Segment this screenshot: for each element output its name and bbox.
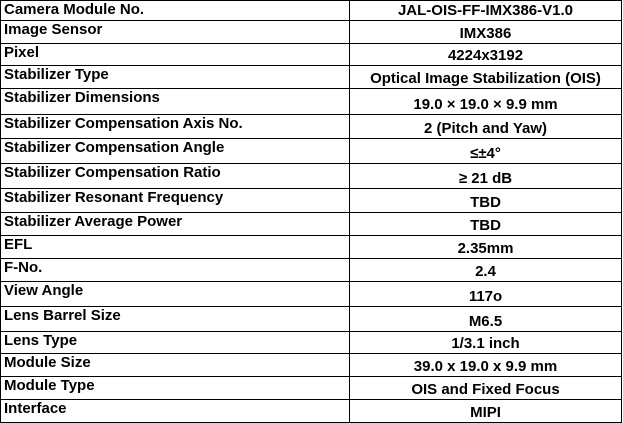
table-row: Module Type OIS and Fixed Focus [0,376,622,400]
table-row: Stabilizer Compensation Axis No. 2 (Pitch… [0,114,622,139]
spec-value: 117o [349,281,622,307]
table-row: View Angle 117o [0,281,622,307]
spec-label: Image Sensor [0,20,350,44]
spec-value: ≤±4° [349,138,622,164]
table-row: EFL 2.35mm [0,235,622,259]
spec-value: IMX386 [349,20,622,44]
spec-label: Stabilizer Dimensions [0,88,350,115]
spec-value: MIPI [349,399,622,423]
spec-label: Stabilizer Compensation Axis No. [0,114,350,139]
spec-label: Stabilizer Compensation Ratio [0,163,350,189]
table-row: Lens Barrel Size M6.5 [0,306,622,332]
spec-value: ≥ 21 dB [349,163,622,189]
spec-label: Pixel [0,43,350,66]
table-row: Image Sensor IMX386 [0,20,622,44]
spec-label: Lens Type [0,331,350,354]
table-row: Stabilizer Dimensions 19.0 × 19.0 × 9.9 m… [0,88,622,115]
spec-label: Module Type [0,376,350,400]
table-row: F-No. 2.4 [0,258,622,282]
spec-label: Lens Barrel Size [0,306,350,332]
table-row: Lens Type 1/3.1 inch [0,331,622,354]
spec-label: Stabilizer Type [0,65,350,89]
spec-value: 39.0 x 19.0 x 9.9 mm [349,353,622,377]
table-row: Module Size 39.0 x 19.0 x 9.9 mm [0,353,622,377]
spec-value: JAL-OIS-FF-IMX386-V1.0 [349,0,622,21]
spec-label: F-No. [0,258,350,282]
table-row: Camera Module No. JAL-OIS-FF-IMX386-V1.0 [0,0,622,21]
spec-value: 2.4 [349,258,622,282]
table-row: Pixel 4224x3192 [0,43,622,66]
spec-label: Interface [0,399,350,423]
spec-label: EFL [0,235,350,259]
spec-value: M6.5 [349,306,622,332]
spec-value: 4224x3192 [349,43,622,66]
spec-value: Optical Image Stabilization (OIS) [349,65,622,89]
table-row: Stabilizer Average Power TBD [0,212,622,236]
spec-value: 2 (Pitch and Yaw) [349,114,622,139]
table-row: Stabilizer Resonant Frequency TBD [0,188,622,213]
spec-label: Stabilizer Compensation Angle [0,138,350,164]
table-row: Stabilizer Type Optical Image Stabilizati… [0,65,622,89]
spec-value: TBD [349,188,622,213]
spec-value: 19.0 × 19.0 × 9.9 mm [349,88,622,115]
spec-label: Module Size [0,353,350,377]
spec-value: TBD [349,212,622,236]
spec-value: 1/3.1 inch [349,331,622,354]
spec-label: Stabilizer Resonant Frequency [0,188,350,213]
spec-label: Camera Module No. [0,0,350,21]
spec-label: Stabilizer Average Power [0,212,350,236]
table-row: Interface MIPI [0,399,622,423]
table-row: Stabilizer Compensation Ratio ≥ 21 dB [0,163,622,189]
spec-label: View Angle [0,281,350,307]
table-row: Stabilizer Compensation Angle ≤±4° [0,138,622,164]
spec-value: 2.35mm [349,235,622,259]
spec-value: OIS and Fixed Focus [349,376,622,400]
